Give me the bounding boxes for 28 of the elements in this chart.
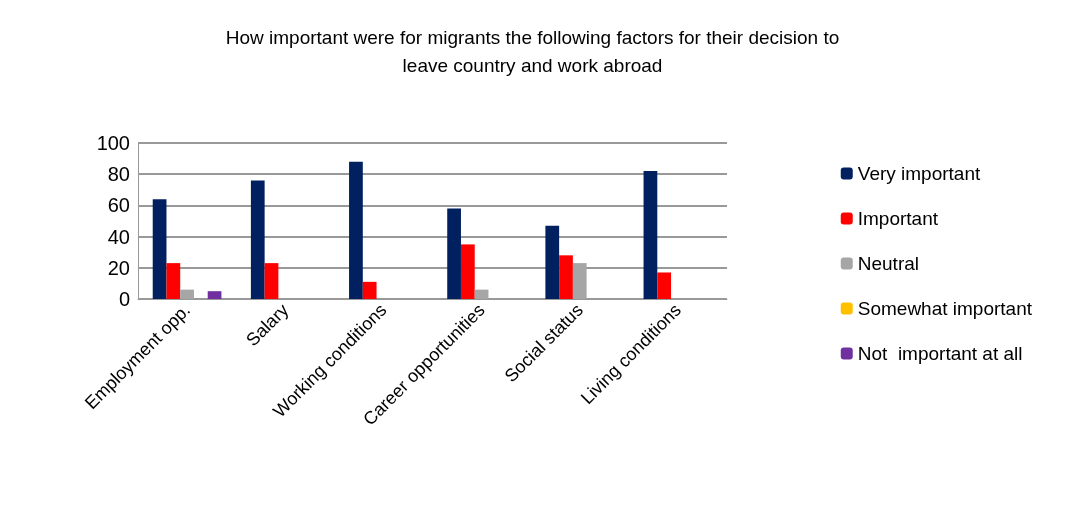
- bar: [559, 255, 573, 299]
- y-tick-label: 20: [107, 256, 130, 279]
- bar: [657, 272, 672, 299]
- y-tick-label: 40: [107, 225, 130, 248]
- bar: [349, 161, 363, 299]
- bar: [152, 199, 167, 299]
- chart-title: How important were for migrants the following factors for their decision to leave country and work abroad: [225, 26, 840, 76]
- bar: [207, 291, 222, 299]
- legend-label: Very important: [857, 163, 981, 184]
- y-tick-label: 60: [107, 194, 130, 217]
- bar: [572, 263, 587, 299]
- bar: [264, 263, 279, 299]
- legend-label: Neutral: [857, 253, 919, 274]
- bar: [362, 281, 377, 299]
- bar: [166, 263, 181, 299]
- y-tick-label: 0: [118, 288, 130, 310]
- bar: [250, 180, 265, 299]
- bar: [460, 244, 475, 299]
- bar: [447, 208, 461, 299]
- legend-label: Somewhat important: [857, 298, 1033, 319]
- y-tick-label: 80: [107, 163, 130, 186]
- legend-label: Important: [857, 208, 939, 229]
- bar: [474, 289, 489, 299]
- bar: [643, 171, 658, 299]
- bar: [545, 225, 560, 299]
- bar: [180, 289, 194, 299]
- y-tick-label: 100: [96, 132, 130, 154]
- legend-label: Not important at all: [857, 343, 1023, 364]
